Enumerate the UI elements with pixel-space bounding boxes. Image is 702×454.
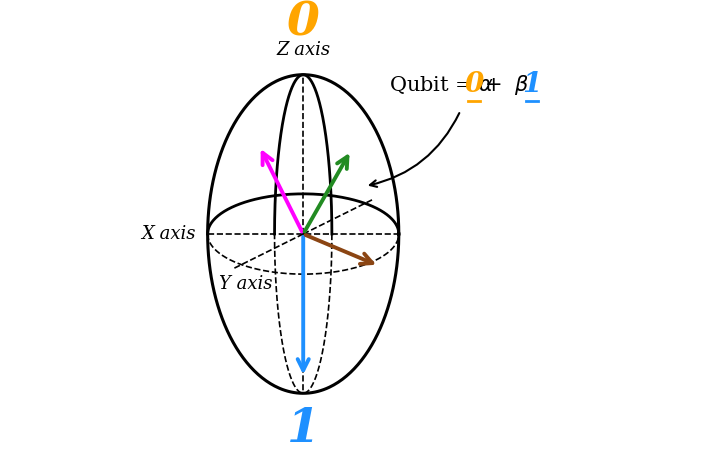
FancyArrowPatch shape [370,113,459,187]
Text: X axis: X axis [141,225,196,243]
Text: Y axis: Y axis [219,275,272,293]
Text: 0: 0 [465,71,484,98]
Text: Qubit = $\alpha$: Qubit = $\alpha$ [389,74,494,96]
Text: 1: 1 [522,71,542,98]
Text: Z axis: Z axis [276,41,330,59]
Text: 1: 1 [287,406,319,452]
Text: $+$  $\beta$: $+$ $\beta$ [484,73,530,97]
Text: 0: 0 [287,0,319,46]
